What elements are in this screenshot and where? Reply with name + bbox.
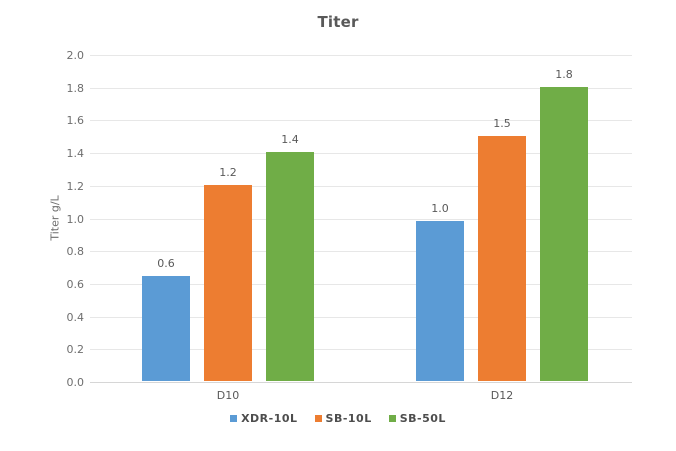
y-tick-label: 1.6 (66, 114, 85, 128)
y-tick-label: 0.6 (66, 277, 85, 291)
gridline (90, 218, 632, 220)
y-tick-label: 0.2 (66, 343, 85, 357)
y-tick-label: 0.8 (66, 245, 85, 259)
gridline (90, 153, 632, 155)
y-tick-label: 1.2 (66, 179, 85, 193)
legend-label: SB-10L (325, 412, 372, 425)
legend-label: SB-50L (399, 412, 446, 425)
legend-swatch-icon (314, 415, 322, 422)
bar-value-label: 1.5 (493, 116, 511, 130)
bar-XDR-10L-D10 (142, 276, 190, 381)
bar-SB-10L-D10 (204, 184, 252, 381)
legend-item-SB-10L: SB-10L (314, 412, 372, 425)
legend-swatch-icon (230, 415, 238, 422)
y-tick-label: 0.0 (66, 376, 85, 389)
y-tick-label: 1.8 (66, 81, 85, 95)
x-axis-baseline (90, 382, 632, 383)
gridline (90, 185, 632, 187)
plot-area: 0.6 1.2 1.4 1.0 1.5 1.8 (90, 55, 632, 383)
y-tick-label: 0.4 (66, 310, 85, 324)
legend-label: XDR-10L (241, 412, 298, 425)
bar-value-label: 1.2 (219, 165, 237, 179)
bar-value-label: 0.6 (157, 257, 175, 271)
gridline (90, 251, 632, 253)
legend: XDR-10L SB-10L SB-50L (0, 412, 676, 425)
bar-XDR-10L-D12 (416, 220, 464, 381)
bar-SB-50L-D10 (266, 152, 314, 381)
chart-title: Titer (317, 13, 359, 31)
bar-value-label: 1.8 (555, 67, 573, 81)
legend-item-SB-50L: SB-50L (388, 412, 446, 425)
x-axis-label-D12: D12 (490, 389, 514, 402)
legend-swatch-icon (388, 415, 396, 422)
gridline (90, 283, 632, 285)
gridline (90, 120, 632, 122)
y-tick-label: 2.0 (66, 49, 85, 62)
gridline (90, 349, 632, 351)
bar-value-label: 1.0 (431, 201, 449, 215)
gridline (90, 55, 632, 56)
legend-item-XDR-10L: XDR-10L (230, 412, 297, 425)
x-axis-label-D10: D10 (216, 389, 240, 402)
gridline (90, 316, 632, 318)
bar-value-label: 1.4 (281, 133, 299, 147)
gridline (90, 87, 632, 89)
y-tick-label: 1.4 (66, 147, 85, 161)
bar-SB-50L-D12 (540, 86, 588, 381)
bar-SB-10L-D12 (478, 135, 526, 381)
y-tick-label: 1.0 (66, 212, 85, 226)
